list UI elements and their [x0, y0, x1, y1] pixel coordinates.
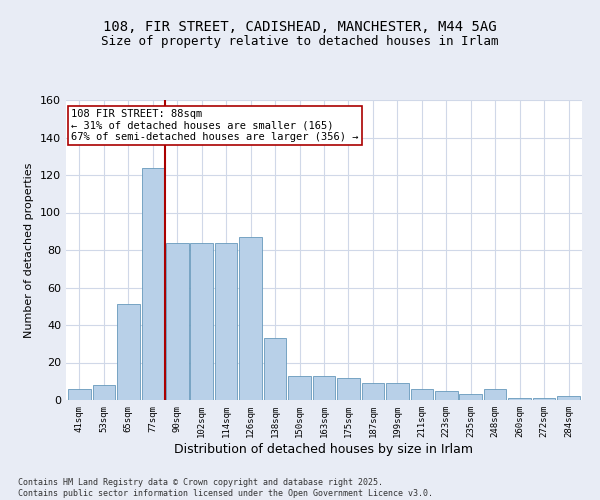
- Text: Contains HM Land Registry data © Crown copyright and database right 2025.
Contai: Contains HM Land Registry data © Crown c…: [18, 478, 433, 498]
- Bar: [142, 168, 164, 400]
- Bar: [386, 383, 409, 400]
- Bar: [337, 378, 360, 400]
- Bar: [239, 237, 262, 400]
- Bar: [484, 389, 506, 400]
- Bar: [288, 376, 311, 400]
- Bar: [215, 242, 238, 400]
- Bar: [460, 394, 482, 400]
- Y-axis label: Number of detached properties: Number of detached properties: [25, 162, 34, 338]
- Bar: [362, 383, 384, 400]
- Bar: [508, 398, 531, 400]
- Bar: [166, 242, 188, 400]
- Text: Size of property relative to detached houses in Irlam: Size of property relative to detached ho…: [101, 35, 499, 48]
- Bar: [68, 389, 91, 400]
- Bar: [435, 390, 458, 400]
- Bar: [557, 396, 580, 400]
- Bar: [410, 389, 433, 400]
- Text: 108 FIR STREET: 88sqm
← 31% of detached houses are smaller (165)
67% of semi-det: 108 FIR STREET: 88sqm ← 31% of detached …: [71, 109, 359, 142]
- Bar: [190, 242, 213, 400]
- Text: 108, FIR STREET, CADISHEAD, MANCHESTER, M44 5AG: 108, FIR STREET, CADISHEAD, MANCHESTER, …: [103, 20, 497, 34]
- Bar: [533, 398, 556, 400]
- Bar: [117, 304, 140, 400]
- Bar: [92, 385, 115, 400]
- Bar: [264, 338, 286, 400]
- X-axis label: Distribution of detached houses by size in Irlam: Distribution of detached houses by size …: [175, 442, 473, 456]
- Bar: [313, 376, 335, 400]
